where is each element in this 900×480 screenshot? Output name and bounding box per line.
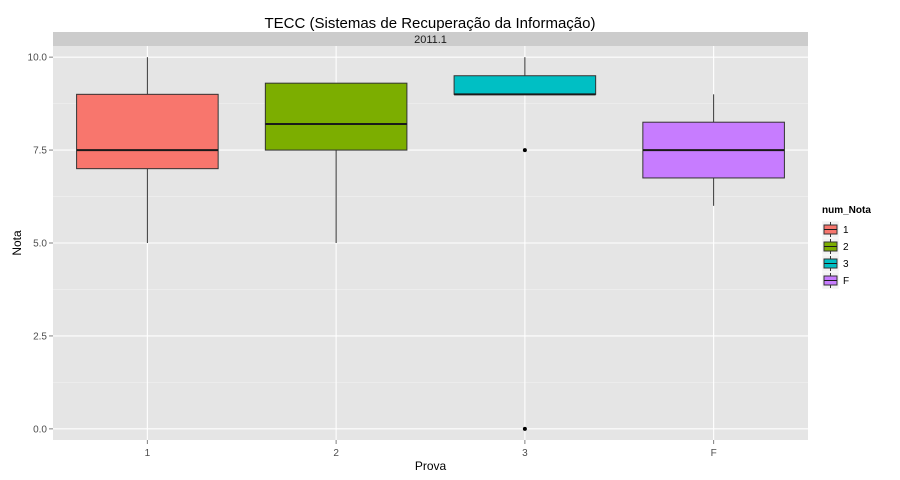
x-axis-label: Prova — [415, 459, 447, 473]
box-1 — [76, 57, 219, 243]
outlier-point — [522, 426, 527, 431]
legend-title: num_Nota — [822, 205, 871, 216]
x-tick-label: F — [711, 448, 717, 459]
legend-key-3 — [821, 254, 840, 273]
y-tick-label: 10.0 — [28, 53, 48, 64]
x-tick-label: 3 — [522, 448, 528, 459]
boxes-layer — [76, 57, 785, 431]
y-tick-label: 5.0 — [33, 239, 47, 250]
x-tick-label: 2 — [333, 448, 339, 459]
y-tick-label: 7.5 — [33, 146, 47, 157]
legend-key-1 — [821, 220, 840, 239]
facet-strip — [53, 32, 808, 46]
box-3 — [453, 57, 597, 431]
y-tick-label: 2.5 — [33, 331, 47, 342]
legend-item-label: F — [843, 276, 849, 287]
facet-label: 2011.1 — [414, 34, 447, 46]
x-axis-ticks: 1 2 3 F — [145, 440, 717, 459]
legend-item-label: 2 — [843, 242, 849, 253]
chart-title: TECC (Sistemas de Recuperação da Informa… — [265, 15, 596, 32]
outlier-point — [522, 148, 527, 153]
box-F — [642, 94, 785, 206]
legend-item-label: 3 — [843, 259, 849, 270]
box-body — [76, 93, 219, 170]
legend-key-2 — [821, 237, 840, 256]
legend-key-F — [821, 271, 840, 290]
box-body — [453, 75, 597, 95]
legend: num_Nota 1 2 3 F — [821, 205, 871, 290]
box-body — [264, 82, 408, 151]
legend-item-label: 1 — [843, 225, 849, 236]
x-tick-label: 1 — [145, 448, 151, 459]
y-tick-label: 0.0 — [33, 424, 47, 435]
box-2 — [264, 82, 408, 243]
y-axis-label: Nota — [10, 230, 24, 256]
y-axis-ticks: 0.0 2.5 5.0 7.5 10.0 — [28, 53, 53, 435]
